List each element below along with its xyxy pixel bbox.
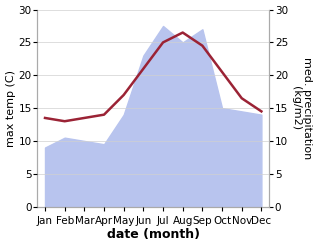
Y-axis label: med. precipitation
(kg/m2): med. precipitation (kg/m2) — [291, 57, 313, 159]
Y-axis label: max temp (C): max temp (C) — [5, 70, 16, 147]
X-axis label: date (month): date (month) — [107, 228, 200, 242]
